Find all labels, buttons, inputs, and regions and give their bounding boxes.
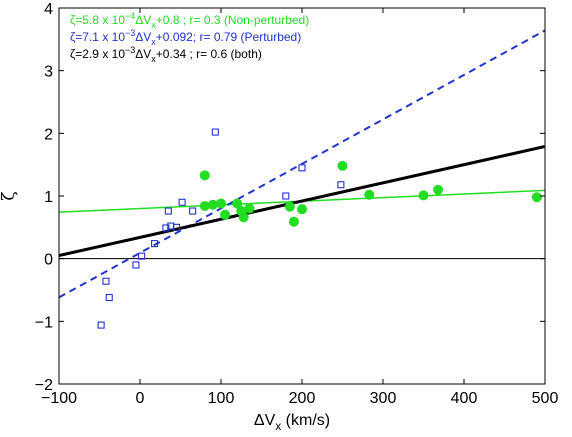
data-point-perturbed	[162, 224, 170, 232]
x-tick-label: 100	[208, 390, 235, 407]
legend-exponent: −4	[125, 11, 135, 21]
plot-frame	[58, 7, 546, 385]
data-point-perturbed	[211, 128, 219, 136]
x-tick-label: −100	[41, 390, 77, 407]
data-point-perturbed	[337, 181, 345, 189]
data-point-nonperturbed	[199, 201, 210, 212]
legend-text-part: ζ=5.8 x 10	[70, 13, 125, 27]
legend-text-part: ΔV	[135, 47, 151, 61]
legend-subscript: x	[151, 20, 156, 30]
data-point-nonperturbed	[418, 190, 429, 201]
data-point-perturbed	[282, 192, 290, 200]
data-point-nonperturbed	[207, 199, 218, 210]
legend-entry-1: ζ=5.8 x 10−4ΔVx+0.8 ; r= 0.3 (Non-pertur…	[70, 11, 309, 30]
data-point-nonperturbed	[364, 189, 375, 200]
data-point-perturbed	[132, 261, 140, 269]
x-axis-label-main: ΔV	[254, 412, 276, 429]
x-axis-label-unit: (km/s)	[281, 412, 330, 429]
x-axis-label-sub: x	[275, 419, 281, 433]
legend-subscript: x	[151, 37, 156, 47]
y-tick-label: 0	[44, 252, 53, 269]
legend-entry-3: ζ=2.9 x 10−3ΔVx+0.34 ; r= 0.6 (both)	[70, 45, 262, 64]
data-point-perturbed	[105, 293, 113, 302]
data-point-nonperturbed	[232, 198, 243, 209]
y-axis-label: ζ	[0, 191, 19, 200]
legend-text-part: ΔV	[135, 13, 151, 27]
data-point-perturbed	[102, 277, 110, 285]
data-point-nonperturbed	[220, 209, 231, 220]
data-point-perturbed	[178, 198, 186, 206]
data-point-perturbed	[164, 207, 172, 215]
x-tick-label: 300	[370, 390, 397, 407]
fit-line-3	[59, 145, 545, 257]
series-2	[97, 128, 345, 329]
data-point-nonperturbed	[288, 216, 299, 227]
data-point-nonperturbed	[337, 160, 348, 171]
x-axis-label: ΔVx (km/s)	[254, 412, 330, 433]
y-tick-label: 3	[44, 64, 53, 81]
legend-exponent: −3	[125, 28, 135, 38]
y-tick-label: 2	[44, 126, 53, 143]
x-tick-label: 500	[532, 390, 559, 407]
legend-text-part: ζ=2.9 x 10	[70, 47, 125, 61]
data-point-nonperturbed	[284, 201, 295, 212]
fit-lines	[59, 29, 545, 299]
series-1	[199, 160, 542, 227]
legend-subscript: x	[151, 54, 156, 64]
data-point-nonperturbed	[238, 212, 249, 223]
data-point-nonperturbed	[297, 204, 307, 215]
data-point-nonperturbed	[199, 170, 210, 181]
data-point-perturbed	[298, 164, 306, 172]
legend-text-part: ΔV	[135, 30, 151, 44]
y-tick-label: −2	[35, 377, 53, 394]
legend-text-part: +0.34 ; r= 0.6 (both)	[156, 47, 262, 61]
legend-text-part: ζ=7.1 x 10	[70, 30, 125, 44]
y-tick-label: 4	[44, 1, 53, 18]
y-tick-label: 1	[44, 189, 53, 206]
x-tick-label: 0	[136, 390, 145, 407]
legend-text-part: +0.092; r= 0.79 (Perturbed)	[156, 30, 301, 44]
x-tick-label: 200	[289, 390, 316, 407]
data-point-perturbed	[138, 252, 146, 260]
data-point-nonperturbed	[531, 192, 542, 203]
data-point-perturbed	[151, 240, 159, 248]
legend-exponent: −3	[125, 45, 135, 55]
data-point-perturbed	[189, 207, 197, 215]
data-point-nonperturbed	[216, 198, 226, 209]
data-point-nonperturbed	[244, 203, 255, 214]
fit-line-2	[59, 29, 545, 299]
x-tick-label: 400	[451, 390, 478, 407]
data-point-nonperturbed	[433, 184, 444, 195]
data-point-perturbed	[97, 321, 105, 329]
y-tick-label: −1	[35, 314, 53, 331]
data-point-perturbed	[172, 223, 180, 231]
legend-text-part: +0.8 ; r= 0.3 (Non-perturbed)	[156, 13, 309, 27]
legend-entry-2: ζ=7.1 x 10−3ΔVx+0.092; r= 0.79 (Perturbe…	[70, 28, 301, 47]
